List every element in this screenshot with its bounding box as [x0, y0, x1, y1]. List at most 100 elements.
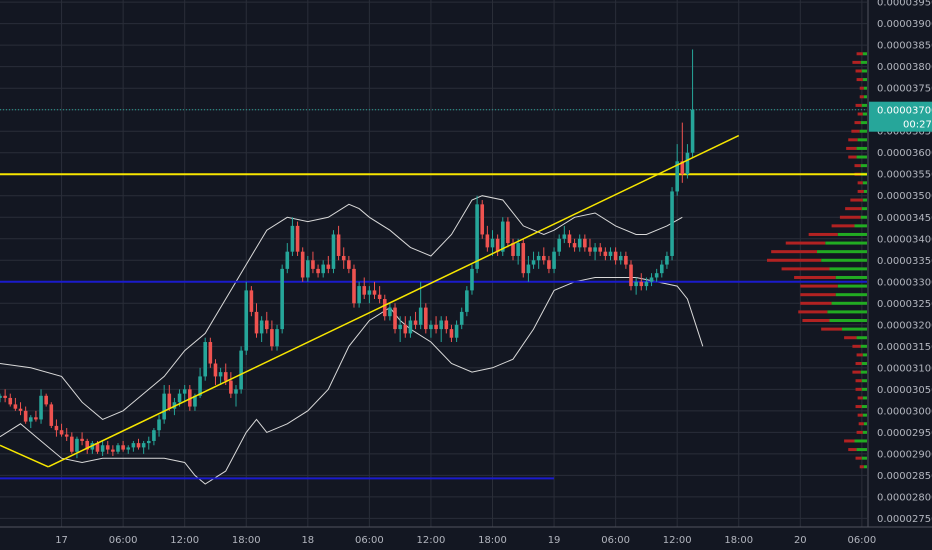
- volume-profile-bar-down: [800, 301, 832, 305]
- candle-body: [49, 404, 54, 426]
- candle-body: [511, 243, 515, 256]
- price-axis-bg: [868, 0, 932, 550]
- volume-profile-bar-down: [855, 387, 862, 391]
- yellow-trend-1: [0, 444, 49, 468]
- volume-profile-bar-down: [852, 60, 861, 64]
- candle-body: [280, 268, 284, 330]
- volume-profile-bar-up: [861, 456, 867, 460]
- candle-body: [618, 255, 623, 261]
- candle-body: [64, 434, 69, 437]
- time-tick-label: 06:00: [355, 535, 384, 546]
- candle-body: [670, 191, 674, 256]
- candle-body: [208, 342, 213, 364]
- price-tick-label: 0.00002750: [877, 514, 932, 525]
- volume-profile-bar-up: [854, 439, 867, 443]
- candle-body: [413, 320, 418, 325]
- volume-profile-bar-down: [767, 258, 822, 262]
- volume-profile-bar-up: [860, 370, 867, 374]
- candle-body: [146, 440, 151, 444]
- candle-body: [249, 290, 254, 312]
- candle-body: [372, 290, 377, 295]
- volume-profile-bar-down: [794, 275, 836, 279]
- price-tick-label: 0.00003900: [877, 19, 932, 30]
- price-tick-label: 0.00003450: [877, 213, 932, 224]
- candle-body: [459, 311, 464, 325]
- volume-profile-bar-up: [861, 103, 867, 107]
- candle-body: [634, 281, 638, 287]
- volume-profile-bar-up: [862, 430, 867, 434]
- price-tick-label: 0.00002800: [877, 492, 932, 503]
- candle-body: [300, 251, 305, 278]
- trend-lines: [0, 134, 740, 468]
- volume-profile-bar-down: [855, 456, 862, 460]
- volume-profile-bar-up: [862, 198, 867, 202]
- price-tick-label: 0.00002900: [877, 449, 932, 460]
- price-tick-label: 0.00003000: [877, 406, 932, 417]
- price-tick-label: 0.00003200: [877, 320, 932, 331]
- candle-body: [126, 447, 131, 450]
- price-axis[interactable]: 0.00003950 0.00003900 0.00003850 0.00003800…: [867, 0, 932, 550]
- volume-profile-bar-down: [848, 448, 857, 452]
- candle-body: [341, 255, 346, 261]
- price-tick-label: 0.00003150: [877, 342, 932, 353]
- current-price-label: 0.00003700: [877, 106, 932, 117]
- volume-profile-bar-down: [785, 241, 826, 245]
- candle-body: [654, 273, 659, 278]
- candle-body: [270, 329, 274, 347]
- candle-body: [152, 430, 156, 441]
- candle-body: [367, 290, 372, 295]
- price-tick-label: 0.00003800: [877, 62, 932, 73]
- candle-body: [167, 393, 172, 409]
- candle-body: [321, 264, 325, 274]
- volume-profile-bar-down: [856, 353, 863, 357]
- time-tick-label: 12:00: [417, 535, 446, 546]
- time-tick-label: 12:00: [663, 535, 692, 546]
- candle-body: [259, 320, 264, 334]
- candle-body: [567, 234, 572, 244]
- candle-body: [234, 389, 238, 394]
- volume-profile-bar-down: [802, 319, 830, 323]
- time-tick-label: 19: [548, 535, 561, 546]
- price-tick-label: 0.00003500: [877, 191, 932, 202]
- volume-profile-bar-up: [821, 258, 867, 262]
- volume-profile-bar-up: [860, 215, 867, 219]
- volume-profile-bar-up: [856, 146, 867, 150]
- price-tick-label: 0.00003850: [877, 41, 932, 52]
- candle-body: [690, 109, 695, 153]
- time-tick-label: 18: [301, 535, 314, 546]
- bollinger-bands: [0, 195, 704, 485]
- candle-body: [105, 445, 110, 450]
- volume-profile-bar-up: [817, 250, 867, 254]
- volume-profile-bar-up: [837, 232, 867, 236]
- volume-profile-bar-down: [855, 405, 862, 409]
- volume-profile-bar-down: [800, 284, 838, 288]
- volume-profile-bar-up: [856, 336, 867, 340]
- candle-body: [95, 443, 100, 452]
- current-price-badge-bg: [869, 101, 932, 132]
- price-tick-label: 0.00003550: [877, 170, 932, 181]
- yellow-trend-2: [47, 134, 740, 468]
- volume-profile-bar-up: [863, 465, 867, 469]
- volume-profile-bar-up: [863, 189, 867, 193]
- bollinger-band-lower: [0, 277, 704, 485]
- candles: [0, 49, 695, 459]
- candle-body: [85, 440, 90, 450]
- volume-profile-bar-up: [861, 207, 867, 211]
- volume-profile: [767, 52, 867, 469]
- candle-body: [454, 324, 459, 338]
- volume-profile-bar-up: [860, 60, 867, 64]
- candle-body: [408, 320, 413, 334]
- candle-body: [306, 260, 310, 278]
- candle-body: [316, 268, 320, 274]
- candle-body: [583, 238, 587, 248]
- candle-body: [70, 436, 74, 452]
- volume-profile-bar-up: [862, 396, 867, 400]
- candle-body: [111, 449, 115, 452]
- time-axis[interactable]: 17 06:00 12:00 18:00 18 06:00 12:00 18:00 19 06:0…: [0, 526, 932, 550]
- candle-body: [311, 260, 315, 269]
- candle-body: [665, 255, 669, 265]
- volume-profile-bar-up: [827, 310, 867, 314]
- candle-body: [34, 417, 38, 420]
- volume-profile-bar-up: [856, 155, 867, 159]
